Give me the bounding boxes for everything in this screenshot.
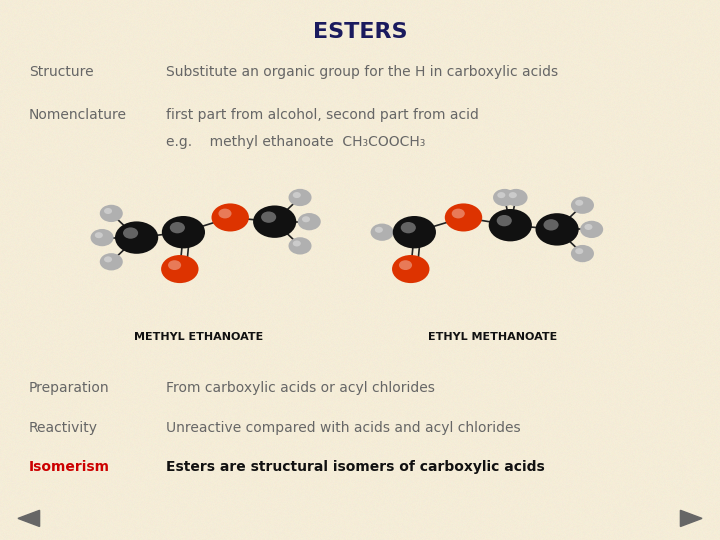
Circle shape	[445, 204, 482, 232]
Circle shape	[580, 221, 603, 238]
Circle shape	[100, 205, 123, 222]
Circle shape	[212, 204, 249, 232]
Circle shape	[393, 216, 436, 248]
Circle shape	[91, 229, 114, 246]
Circle shape	[571, 197, 594, 214]
Circle shape	[302, 216, 310, 222]
Circle shape	[293, 192, 301, 198]
Text: Unreactive compared with acids and acyl chlorides: Unreactive compared with acids and acyl …	[166, 421, 521, 435]
Circle shape	[218, 208, 232, 219]
Circle shape	[392, 255, 429, 283]
Circle shape	[298, 213, 321, 231]
Circle shape	[289, 189, 312, 206]
Circle shape	[371, 224, 394, 241]
Circle shape	[115, 221, 158, 254]
Text: first part from alcohol, second part from acid: first part from alcohol, second part fro…	[166, 108, 479, 122]
Circle shape	[585, 224, 593, 230]
Text: Esters are structural isomers of carboxylic acids: Esters are structural isomers of carboxy…	[166, 460, 544, 474]
Circle shape	[95, 232, 103, 238]
Circle shape	[168, 260, 181, 270]
Circle shape	[489, 209, 532, 241]
Circle shape	[104, 208, 112, 214]
Text: Reactivity: Reactivity	[29, 421, 98, 435]
Text: Substitute an organic group for the H in carboxylic acids: Substitute an organic group for the H in…	[166, 65, 558, 79]
Text: Isomerism: Isomerism	[29, 460, 109, 474]
Circle shape	[571, 245, 594, 262]
Text: e.g.    methyl ethanoate  CH₃COOCH₃: e.g. methyl ethanoate CH₃COOCH₃	[166, 135, 425, 149]
Circle shape	[536, 213, 579, 246]
Text: Nomenclature: Nomenclature	[29, 108, 127, 122]
Text: ETHYL METHANOATE: ETHYL METHANOATE	[428, 332, 557, 342]
Circle shape	[123, 227, 138, 239]
Circle shape	[375, 227, 383, 233]
Text: METHYL ETHANOATE: METHYL ETHANOATE	[134, 332, 263, 342]
Circle shape	[493, 189, 516, 206]
Circle shape	[575, 248, 583, 254]
Text: ESTERS: ESTERS	[312, 22, 408, 42]
Circle shape	[289, 237, 312, 254]
Circle shape	[575, 200, 583, 206]
Circle shape	[497, 215, 512, 226]
Circle shape	[104, 256, 112, 262]
Text: Structure: Structure	[29, 65, 94, 79]
Circle shape	[253, 206, 297, 238]
Circle shape	[399, 260, 412, 270]
Text: From carboxylic acids or acyl chlorides: From carboxylic acids or acyl chlorides	[166, 381, 434, 395]
Circle shape	[261, 212, 276, 223]
Polygon shape	[680, 510, 702, 526]
Circle shape	[161, 255, 199, 283]
Circle shape	[451, 208, 465, 219]
Circle shape	[544, 219, 559, 231]
Circle shape	[509, 192, 517, 198]
Text: Preparation: Preparation	[29, 381, 109, 395]
Polygon shape	[18, 510, 40, 526]
Circle shape	[498, 192, 505, 198]
Circle shape	[162, 216, 205, 248]
Circle shape	[100, 253, 123, 271]
Circle shape	[401, 222, 416, 233]
Circle shape	[505, 189, 528, 206]
Circle shape	[293, 240, 301, 246]
Circle shape	[170, 222, 185, 233]
